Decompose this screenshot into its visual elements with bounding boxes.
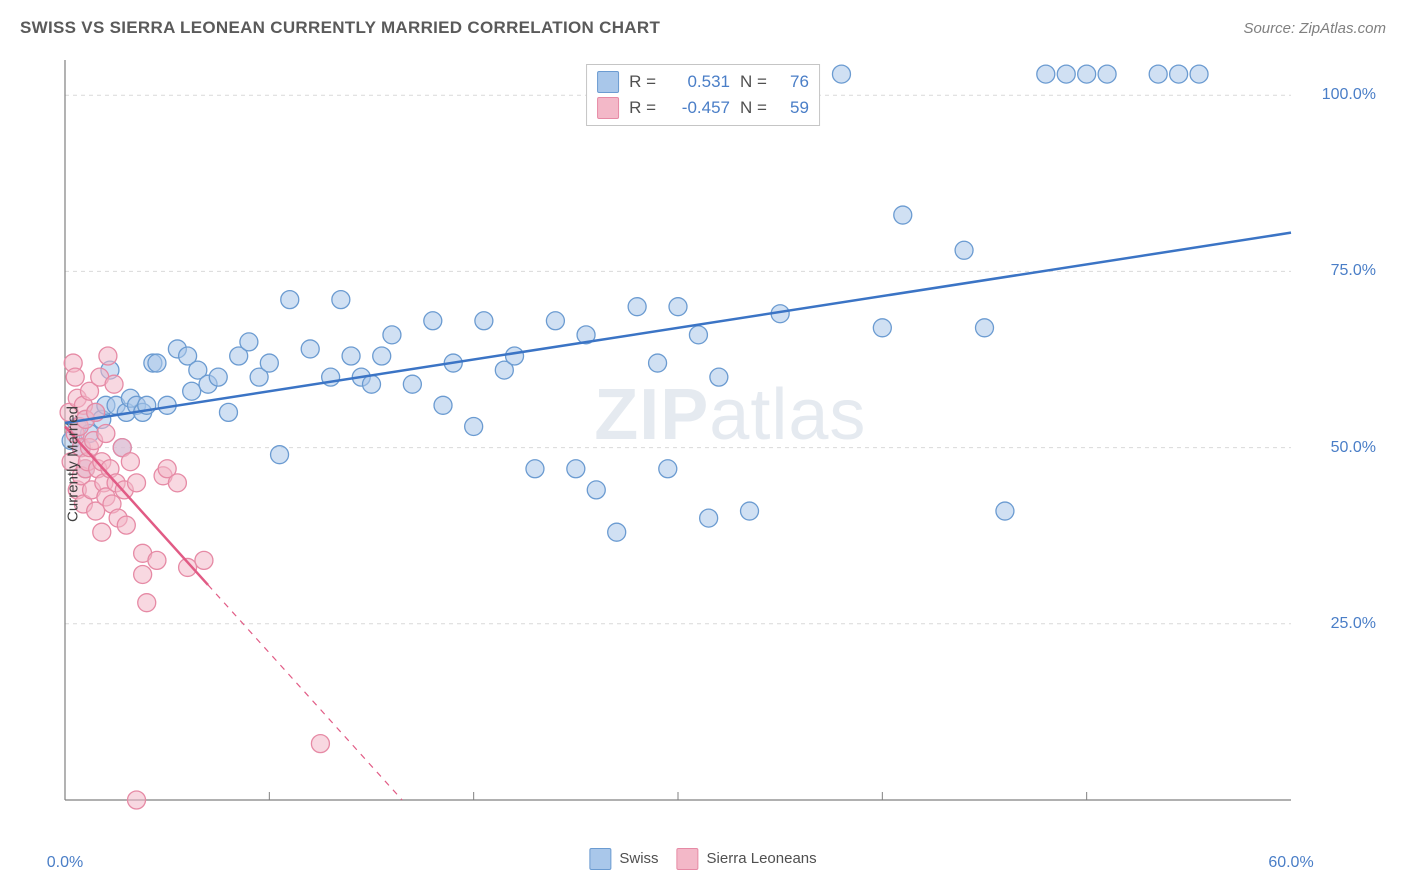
- n-label: N =: [740, 98, 767, 118]
- stat-row: R = -0.457 N = 59: [597, 95, 809, 121]
- r-label: R =: [629, 72, 656, 92]
- r-value: 0.531: [666, 72, 730, 92]
- y-tick-label: 100.0%: [1322, 86, 1376, 104]
- y-axis-label: Currently Married: [64, 406, 81, 522]
- series-swatch: [677, 848, 699, 870]
- source-label: Source: ZipAtlas.com: [1243, 20, 1386, 37]
- y-tick-label: 75.0%: [1331, 262, 1376, 280]
- header: SWISS VS SIERRA LEONEAN CURRENTLY MARRIE…: [0, 0, 1406, 48]
- series-swatch: [597, 71, 619, 93]
- chart-title: SWISS VS SIERRA LEONEAN CURRENTLY MARRIE…: [20, 18, 660, 38]
- scatter-plot: [20, 58, 1386, 838]
- correlation-stat-box: R = 0.531 N = 76 R = -0.457 N = 59: [586, 64, 820, 126]
- series-swatch: [597, 97, 619, 119]
- r-value: -0.457: [666, 98, 730, 118]
- n-label: N =: [740, 72, 767, 92]
- series-legend: Swiss Sierra Leoneans: [589, 848, 816, 870]
- n-value: 76: [777, 72, 809, 92]
- x-tick-label: 60.0%: [1268, 854, 1313, 872]
- chart-area: Currently Married ZIPatlas R =0.531N =76…: [20, 58, 1386, 870]
- y-tick-label: 50.0%: [1331, 439, 1376, 457]
- series-swatch: [589, 848, 611, 870]
- n-value: 59: [777, 98, 809, 118]
- legend-item: Sierra Leoneans: [677, 848, 817, 870]
- r-label: R =: [629, 98, 656, 118]
- y-tick-label: 25.0%: [1331, 615, 1376, 633]
- legend-item: Swiss: [589, 848, 658, 870]
- stat-row: R = 0.531 N = 76: [597, 69, 809, 95]
- x-tick-label: 0.0%: [47, 854, 83, 872]
